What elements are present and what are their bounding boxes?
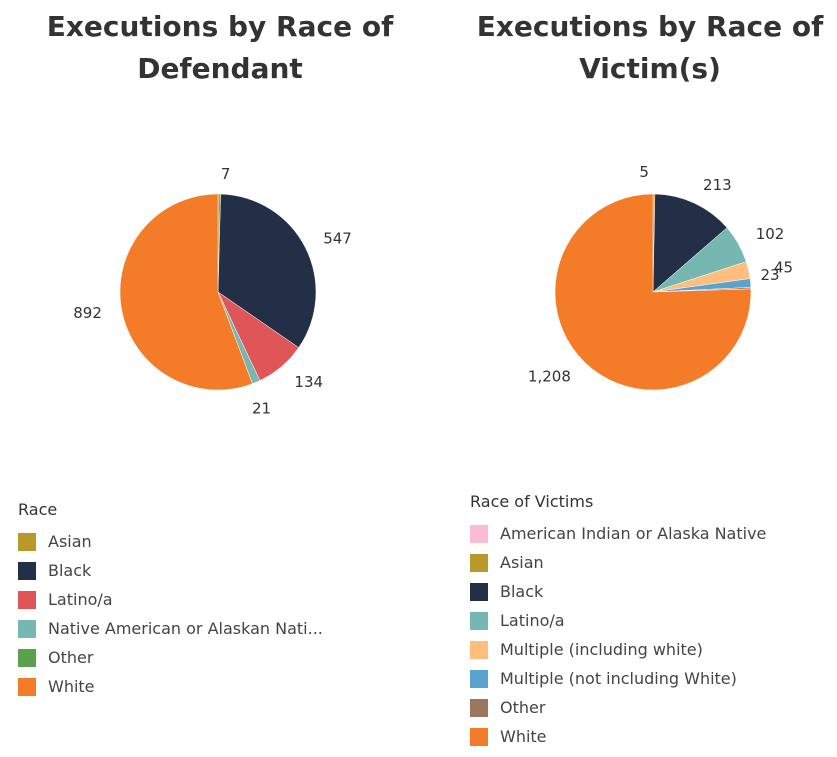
pie-slice-white[interactable] xyxy=(554,193,752,391)
legend-race: Race Asian Black Latino/a Native American o… xyxy=(18,500,323,701)
legend-items: American Indian or Alaska Native Asian Bla… xyxy=(470,519,766,751)
legend-item[interactable]: White xyxy=(470,722,766,751)
legend-swatch xyxy=(18,619,36,638)
pie-data-label: 134 xyxy=(294,373,323,391)
pie-data-label: 23 xyxy=(760,266,779,284)
legend-item[interactable]: Multiple (including white) xyxy=(470,635,766,664)
pie-data-label: 5 xyxy=(639,163,649,181)
legend-swatch xyxy=(470,640,488,659)
chart-title-victims: Executions by Race of Victim(s) xyxy=(476,10,824,85)
legend-label: American Indian or Alaska Native xyxy=(500,524,767,543)
legend-swatch xyxy=(18,561,36,580)
legend-swatch xyxy=(470,727,488,746)
legend-label: Native American or Alaskan Nati... xyxy=(48,619,323,638)
legend-item[interactable]: Asian xyxy=(470,548,766,577)
legend-item[interactable]: Latino/a xyxy=(18,585,323,614)
legend-item[interactable]: Other xyxy=(470,693,766,722)
legend-swatch xyxy=(470,698,488,717)
legend-item[interactable]: Black xyxy=(470,577,766,606)
legend-item[interactable]: American Indian or Alaska Native xyxy=(470,519,766,548)
legend-title: Race xyxy=(18,500,58,519)
legend-label: White xyxy=(48,677,95,696)
legend-label: Other xyxy=(500,698,546,717)
legend-label: Black xyxy=(48,561,92,580)
legend-swatch xyxy=(470,669,488,688)
legend-swatch xyxy=(470,553,488,572)
legend-swatch xyxy=(470,611,488,630)
legend-item[interactable]: Black xyxy=(18,556,323,585)
legend-swatch xyxy=(18,677,36,696)
legend-swatch xyxy=(18,590,36,609)
legend-label: Latino/a xyxy=(48,590,113,609)
legend-label: Asian xyxy=(500,553,544,572)
pie-data-label: 892 xyxy=(73,304,102,322)
legend-item[interactable]: White xyxy=(18,672,323,701)
legend-item[interactable]: Asian xyxy=(18,527,323,556)
pie-data-label: 21 xyxy=(252,400,271,418)
pie-data-label: 102 xyxy=(756,225,785,243)
legend-label: White xyxy=(500,727,547,746)
pie-data-label: 547 xyxy=(323,230,352,248)
legend-swatch xyxy=(18,648,36,667)
legend-swatch xyxy=(470,524,488,543)
pie-slice-white[interactable] xyxy=(119,193,253,391)
pie-data-label: 213 xyxy=(703,176,732,194)
legend-label: Multiple (including white) xyxy=(500,640,703,659)
legend-swatch xyxy=(18,532,36,551)
legend-label: Asian xyxy=(48,532,92,551)
legend-title: Race of Victims xyxy=(470,492,594,511)
legend-item[interactable]: Multiple (not including White) xyxy=(470,664,766,693)
pie-slice-black[interactable] xyxy=(652,193,728,293)
legend-item[interactable]: Other xyxy=(18,643,323,672)
legend-item[interactable]: Latino/a xyxy=(470,606,766,635)
legend-label: Latino/a xyxy=(500,611,565,630)
legend-label: Black xyxy=(500,582,544,601)
pie-chart-defendant: 7 547 134 21 892 xyxy=(73,165,352,418)
pie-slice-black[interactable] xyxy=(217,193,317,348)
legend-label: Other xyxy=(48,648,94,667)
chart-title-defendant: Executions by Race of Defendant xyxy=(46,10,394,85)
pie-data-label: 7 xyxy=(221,165,231,183)
pie-data-label: 1,208 xyxy=(528,368,571,386)
legend-label: Multiple (not including White) xyxy=(500,669,737,688)
legend-items: Asian Black Latino/a Native American or Ala… xyxy=(18,527,323,701)
legend-item[interactable]: Native American or Alaskan Nati... xyxy=(18,614,323,643)
legend-swatch xyxy=(470,582,488,601)
legend-race-of-victims: Race of Victims American Indian or Alask… xyxy=(470,492,766,751)
pie-data-label: 45 xyxy=(774,259,793,277)
